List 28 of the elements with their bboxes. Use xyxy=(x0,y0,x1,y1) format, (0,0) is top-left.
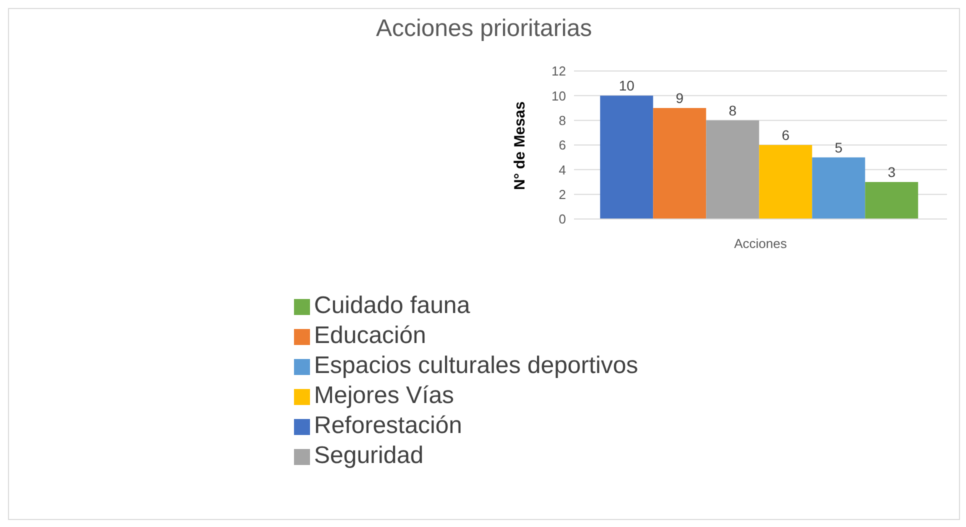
bar xyxy=(600,96,654,219)
data-label: 10 xyxy=(618,78,635,94)
data-label: 3 xyxy=(888,164,896,180)
bar xyxy=(812,157,866,219)
y-tick-label: 12 xyxy=(552,64,566,79)
bar xyxy=(653,108,706,219)
legend-label: Espacios culturales deportivos xyxy=(314,352,638,379)
y-tick-label: 4 xyxy=(558,162,566,178)
y-tick-label: 0 xyxy=(558,212,566,227)
y-tick-label: 10 xyxy=(552,88,566,104)
y-tick-label: 2 xyxy=(558,186,566,202)
bar xyxy=(759,145,812,219)
data-label: 6 xyxy=(782,127,790,143)
legend-label: Reforestación xyxy=(314,412,462,439)
x-tick-label: Acciones xyxy=(734,236,788,252)
y-tick-label: 8 xyxy=(558,112,566,128)
legend-label: Mejores Vías xyxy=(314,382,454,409)
bar xyxy=(706,120,760,219)
legend-label: Cuidado fauna xyxy=(314,292,470,319)
chart-title: Acciones prioritarias xyxy=(374,15,594,43)
data-label: 9 xyxy=(676,90,684,106)
data-label: 8 xyxy=(728,102,737,118)
legend-label: Educación xyxy=(314,322,426,349)
y-axis-title: N° de Mesas xyxy=(511,101,528,190)
bar xyxy=(865,182,918,219)
y-tick-label: 6 xyxy=(558,138,566,153)
legend-label: Seguridad xyxy=(314,442,424,469)
data-label: 5 xyxy=(834,139,843,156)
